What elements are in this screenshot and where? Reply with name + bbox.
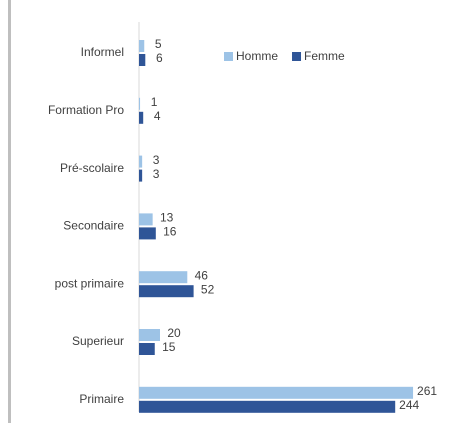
data-label: 13: [160, 211, 174, 225]
data-label: 244: [399, 398, 419, 412]
bar: [139, 386, 414, 399]
legend-swatch: [292, 52, 302, 61]
bar: [139, 271, 188, 284]
y-tick-label: Informel: [81, 45, 124, 59]
y-tick-label: Pré-scolaire: [60, 161, 124, 175]
data-label: 4: [154, 109, 161, 123]
data-label: 46: [195, 268, 209, 282]
bar: [139, 54, 146, 66]
legend-label: Femme: [304, 49, 345, 63]
y-tick-label: Secondaire: [63, 219, 124, 233]
legend-label: Homme: [236, 49, 278, 63]
data-label: 15: [162, 340, 176, 354]
bar: [139, 400, 396, 413]
bar: [139, 111, 144, 124]
bar: [139, 285, 194, 298]
data-label: 1: [151, 95, 158, 109]
bar: [139, 329, 160, 341]
data-label: 261: [417, 384, 437, 398]
data-label: 5: [155, 37, 162, 51]
bar: [139, 227, 156, 240]
legend-swatch: [224, 52, 233, 61]
bar: [139, 213, 153, 226]
left-border: [8, 0, 11, 423]
bar: [139, 169, 143, 182]
data-label: 20: [167, 326, 181, 340]
y-tick-label: Formation Pro: [48, 103, 124, 117]
y-tick-label: Primaire: [79, 392, 124, 406]
bar: [139, 155, 143, 168]
y-tick-label: post primaire: [55, 276, 125, 290]
data-label: 3: [153, 167, 160, 181]
data-label: 6: [156, 51, 163, 65]
bar: [139, 40, 145, 52]
data-label: 16: [163, 225, 177, 239]
data-label: 3: [153, 153, 160, 167]
bar: [139, 343, 155, 355]
data-label: 52: [201, 282, 215, 296]
y-tick-label: Superieur: [72, 334, 124, 348]
bar: [139, 97, 141, 110]
